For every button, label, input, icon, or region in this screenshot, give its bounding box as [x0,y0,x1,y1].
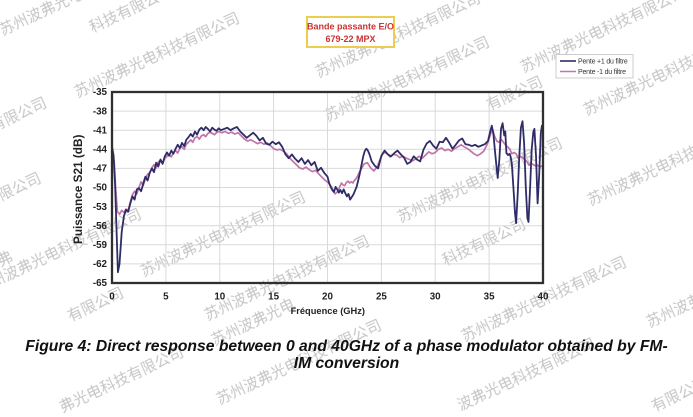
svg-text:20: 20 [322,292,333,303]
svg-text:679-22 MPX: 679-22 MPX [325,34,375,44]
svg-text:40: 40 [538,292,549,303]
svg-text:Pente -1 du filtre: Pente -1 du filtre [578,69,626,76]
svg-text:-47: -47 [93,164,108,175]
svg-text:-38: -38 [93,106,108,117]
svg-text:-50: -50 [93,183,108,194]
svg-text:-53: -53 [93,202,108,213]
svg-text:Puissance S21 (dB): Puissance S21 (dB) [71,134,85,244]
svg-text:15: 15 [268,292,279,303]
svg-text:25: 25 [376,292,387,303]
svg-text:Pente +1 du filtre: Pente +1 du filtre [578,58,628,65]
svg-text:Bande passante E/O: Bande passante E/O [307,22,394,32]
svg-text:-44: -44 [93,145,108,156]
svg-text:-56: -56 [93,221,108,232]
svg-text:-59: -59 [93,240,108,251]
svg-text:5: 5 [163,292,169,303]
svg-text:10: 10 [214,292,225,303]
svg-text:35: 35 [484,292,495,303]
svg-text:0: 0 [109,292,115,303]
svg-text:-62: -62 [93,259,108,270]
svg-text:-35: -35 [93,87,108,98]
svg-text:-65: -65 [93,278,108,289]
svg-text:30: 30 [430,292,441,303]
svg-text:Fréquence (GHz): Fréquence (GHz) [291,306,365,316]
svg-text:-41: -41 [93,125,108,136]
